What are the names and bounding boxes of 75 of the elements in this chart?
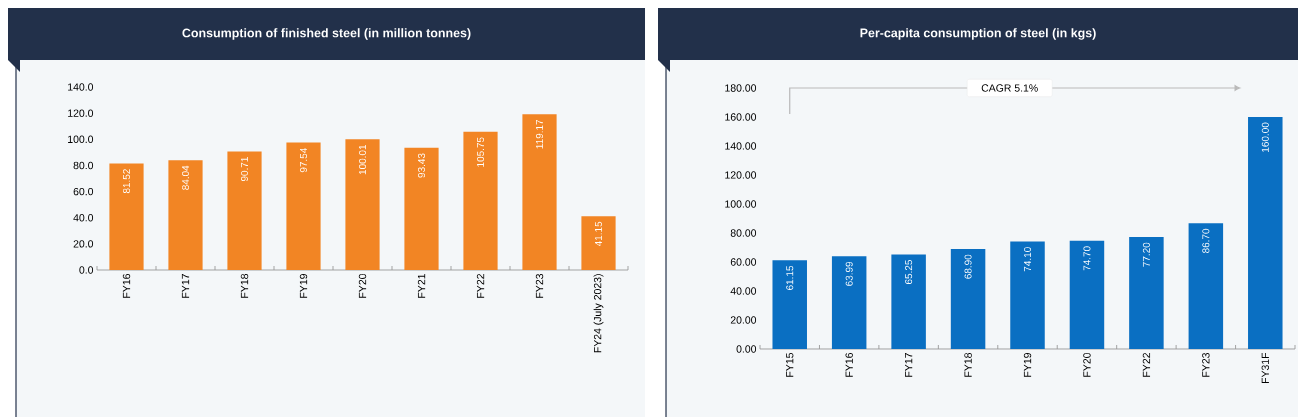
y-tick-label: 60.00 [730,258,757,266]
chart-title: Per-capita consumption of steel (in kgs) [860,28,1096,40]
bar [227,151,262,270]
bar [109,163,144,270]
x-tick-label: FY19 [299,274,308,298]
annotation: CAGR 5.1% [981,84,1038,92]
bar [891,254,926,349]
x-tick-label: FY15 [786,352,794,377]
bar [168,160,203,270]
bar [950,249,986,349]
y-tick-label: 140.00 [725,142,757,150]
x-tick-label: FY20 [1083,352,1091,377]
chart-title: Consumption of finished steel (in million tonnes) [182,28,471,40]
data-label: 93.43 [417,153,426,178]
data-label: 74.10 [1023,247,1032,272]
data-label: 77.20 [1142,242,1150,267]
data-label: 68.90 [964,254,972,279]
data-label: 61.15 [786,265,794,290]
y-tick-label: 40.0 [73,214,94,222]
bar [286,142,321,270]
bar [1069,240,1105,349]
y-tick-label: 100.00 [725,200,757,208]
bar [1248,117,1283,349]
x-tick-label: FY16 [845,352,853,377]
x-tick-label: FY16 [122,273,131,298]
x-tick-label: FY20 [358,273,367,298]
x-tick-label: FY23 [535,273,544,298]
bar [581,216,616,270]
x-tick-label: FY23 [1202,352,1210,377]
x-tick-label: FY31F [1261,352,1269,384]
y-tick-label: 20.0 [73,240,94,248]
data-label: 84.04 [181,165,190,190]
data-label: 97.54 [299,147,308,173]
y-tick-label: 60.0 [73,187,94,196]
data-label: 63.99 [845,261,853,286]
data-label: 41.15 [595,221,602,247]
y-tick-label: 20.00 [730,316,757,324]
bar [463,131,498,270]
y-tick-label: 140.0 [68,83,94,91]
y-tick-label: 40.00 [730,287,757,295]
y-tick-label: 80.00 [730,229,757,237]
x-tick-label: FY19 [1023,353,1032,377]
y-tick-label: 0.0 [79,266,94,274]
y-tick-label: 180.00 [725,84,757,92]
y-tick-label: 120.0 [68,109,94,117]
bar [831,256,867,349]
y-tick-label: 0.00 [736,345,757,353]
bar [522,114,557,270]
data-label: 105.75 [476,137,485,167]
data-label: 119.17 [535,119,544,149]
bar [772,260,807,349]
bar [404,147,439,270]
data-label: 81.52 [122,169,131,194]
data-label: 90.71 [240,157,249,182]
x-tick-label: FY18 [964,352,972,377]
data-label: 160.00 [1261,122,1269,152]
x-tick-label: FY17 [905,353,913,377]
y-tick-label: 80.0 [73,161,94,170]
data-label: 100.01 [358,144,367,175]
bar [1010,241,1045,349]
y-tick-label: 120.00 [725,171,757,179]
y-tick-label: 160.00 [725,113,757,121]
x-tick-label: FY21 [417,274,426,298]
x-tick-label: FY22 [1142,353,1151,377]
x-tick-label: FY24 (July 2023) [593,274,604,353]
data-label: 65.25 [905,260,913,285]
x-tick-label: FY18 [240,273,249,298]
x-tick-label: FY17 [181,274,190,298]
data-label: 86.70 [1202,228,1210,253]
data-label: 74.70 [1083,246,1091,271]
y-tick-label: 100.0 [68,135,94,143]
bar [1188,223,1224,349]
bar [345,139,380,270]
x-tick-label: FY22 [476,274,485,298]
bar [1129,237,1164,349]
